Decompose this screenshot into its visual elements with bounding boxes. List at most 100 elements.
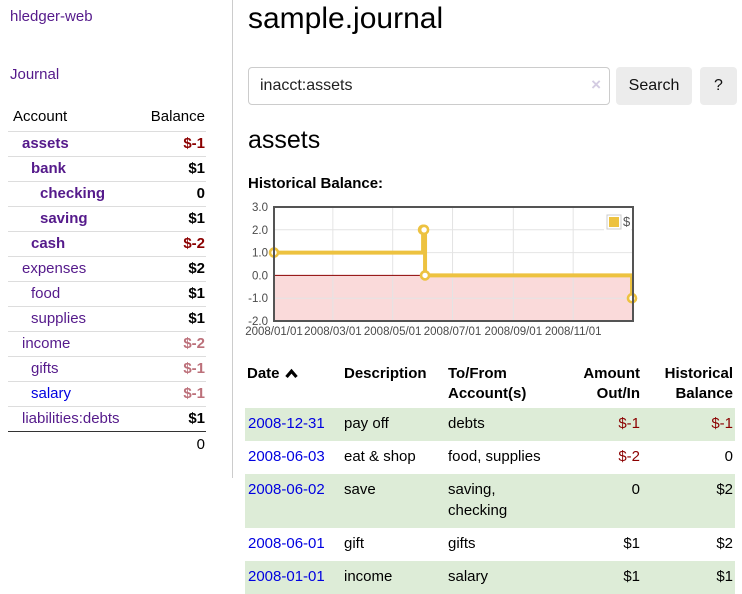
account-link[interactable]: assets	[22, 135, 69, 152]
x-tick-label: 2008/07/01	[424, 326, 482, 338]
transaction-balance-cell: $2	[716, 481, 733, 498]
app-brand-link[interactable]: hledger-web	[10, 8, 93, 25]
transaction-description-cell: save	[344, 481, 376, 498]
account-balance: 0	[136, 181, 206, 207]
x-tick-label: 2008/09/01	[485, 326, 543, 338]
accounts-column-header: To/From Account(s)	[448, 365, 527, 402]
balance-column-header: Balance	[136, 104, 206, 132]
transaction-accounts-cell: gifts	[448, 535, 476, 552]
transaction-description-cell: income	[344, 568, 393, 585]
account-row: income $-2	[8, 331, 206, 357]
account-balance: $1	[136, 406, 206, 432]
description-column-header: Description	[344, 365, 427, 382]
transactions-table-body: 2008-12-31 pay off debts $-1 $-1 2008-06-03 ea…	[245, 408, 735, 594]
account-balance: $-2	[136, 331, 206, 357]
account-link[interactable]: liabilities:debts	[22, 410, 120, 427]
account-row: saving $1	[8, 206, 206, 232]
account-row: salary $-1	[8, 381, 206, 407]
x-tick-label: 2008/03/01	[304, 326, 362, 338]
accounts-total-value: 0	[136, 431, 206, 458]
account-link[interactable]: checking	[40, 185, 106, 202]
transaction-date-cell: 2008-01-01	[245, 561, 342, 594]
transactions-table: Date Description To/From Account(s) Amou…	[245, 360, 735, 594]
accounts-total-row: 0	[8, 431, 206, 458]
transaction-date-cell: 2008-06-03	[245, 441, 342, 474]
account-link[interactable]: supplies	[31, 310, 87, 327]
account-balance: $-1	[136, 381, 206, 407]
account-balance: $1	[136, 281, 206, 307]
account-row: gifts $-1	[8, 356, 206, 382]
transaction-balance-cell: 0	[724, 448, 733, 465]
account-link[interactable]: saving	[40, 210, 88, 227]
accounts-table: Account Balance assets $-1 bank $1 checking 0…	[8, 104, 206, 458]
page-title: sample.journal	[248, 2, 444, 35]
transaction-accounts-cell: food, supplies	[448, 448, 541, 465]
main-content: sample.journal × Search ? assets Histori…	[245, 0, 742, 594]
account-balance: $2	[136, 256, 206, 282]
sidebar-item-journal[interactable]: Journal	[10, 66, 60, 83]
transaction-date-cell: 2008-12-31	[245, 408, 342, 441]
account-row: cash $-2	[8, 231, 206, 257]
account-link[interactable]: food	[31, 285, 61, 302]
transaction-date-link[interactable]: 2008-06-03	[248, 448, 325, 465]
account-row: checking 0	[8, 181, 206, 207]
transaction-amount-cell: $1	[623, 535, 640, 552]
y-tick-label: -1.0	[248, 293, 268, 305]
account-row: food $1	[8, 281, 206, 307]
data-point-marker	[419, 270, 431, 281]
transaction-balance-cell: $2	[716, 535, 733, 552]
account-balance: $-1	[136, 356, 206, 382]
y-tick-label: -2.0	[248, 316, 268, 328]
transaction-date-link[interactable]: 2008-01-01	[248, 568, 325, 585]
account-link[interactable]: cash	[31, 235, 66, 252]
account-link[interactable]: bank	[31, 160, 67, 177]
transaction-amount-cell: $-2	[618, 448, 640, 465]
account-link[interactable]: income	[22, 335, 71, 352]
account-balance: $1	[136, 156, 206, 182]
transaction-amount-cell: 0	[631, 481, 640, 498]
help-button[interactable]: ?	[700, 67, 737, 105]
transaction-date-link[interactable]: 2008-06-01	[248, 535, 325, 552]
x-tick-label: 2008/01/01	[245, 326, 303, 338]
transactions-header-row: Date Description To/From Account(s) Amou…	[245, 360, 735, 408]
transaction-row: 2008-06-01 gift gifts $1 $2	[245, 528, 735, 561]
account-link[interactable]: expenses	[22, 260, 87, 277]
account-balance: $-2	[136, 231, 206, 257]
clear-search-icon[interactable]: ×	[591, 75, 601, 94]
x-tick-label: 2008/05/01	[364, 326, 422, 338]
transaction-date-cell: 2008-06-02	[245, 474, 342, 528]
sidebar: hledger-web Journal Account Balance asse…	[0, 0, 233, 478]
plot-border	[273, 206, 634, 322]
transaction-amount-cell: $1	[623, 568, 640, 585]
account-link[interactable]: gifts	[31, 360, 59, 377]
account-balance: $-1	[136, 131, 206, 157]
account-link[interactable]: salary	[31, 385, 72, 402]
transaction-accounts-cell: salary	[448, 568, 489, 585]
transaction-amount-cell: $-1	[618, 415, 640, 432]
search-input[interactable]	[248, 67, 610, 105]
chart-label: Historical Balance:	[248, 175, 384, 192]
account-row: assets $-1	[8, 131, 206, 157]
transaction-date-link[interactable]: 2008-06-02	[248, 481, 325, 498]
account-row: liabilities:debts $1	[8, 406, 206, 432]
search-form: × Search ?	[248, 67, 742, 105]
search-button[interactable]: Search	[616, 67, 692, 105]
legend-label: $	[623, 214, 631, 229]
transaction-row: 2008-06-02 save saving, checking 0 $2	[245, 474, 735, 528]
x-tick-label: 2008/11/01	[545, 326, 602, 338]
date-column-header[interactable]: Date	[245, 360, 342, 408]
data-point-marker	[418, 224, 430, 236]
transaction-row: 2008-12-31 pay off debts $-1 $-1	[245, 408, 735, 441]
account-row: supplies $1	[8, 306, 206, 332]
y-tick-label: 1.0	[252, 248, 268, 260]
y-tick-label: 2.0	[252, 225, 268, 237]
y-tick-label: 0.0	[252, 270, 268, 282]
account-row: expenses $2	[8, 256, 206, 282]
account-heading: assets	[248, 126, 321, 154]
account-balance: $1	[136, 206, 206, 232]
transaction-date-link[interactable]: 2008-12-31	[248, 415, 325, 432]
transaction-accounts-cell: debts	[448, 415, 485, 432]
transaction-description-cell: pay off	[344, 415, 389, 432]
accounts-table-body: assets $-1 bank $1 checking 0 saving $1 cash $-2 e…	[8, 131, 206, 432]
